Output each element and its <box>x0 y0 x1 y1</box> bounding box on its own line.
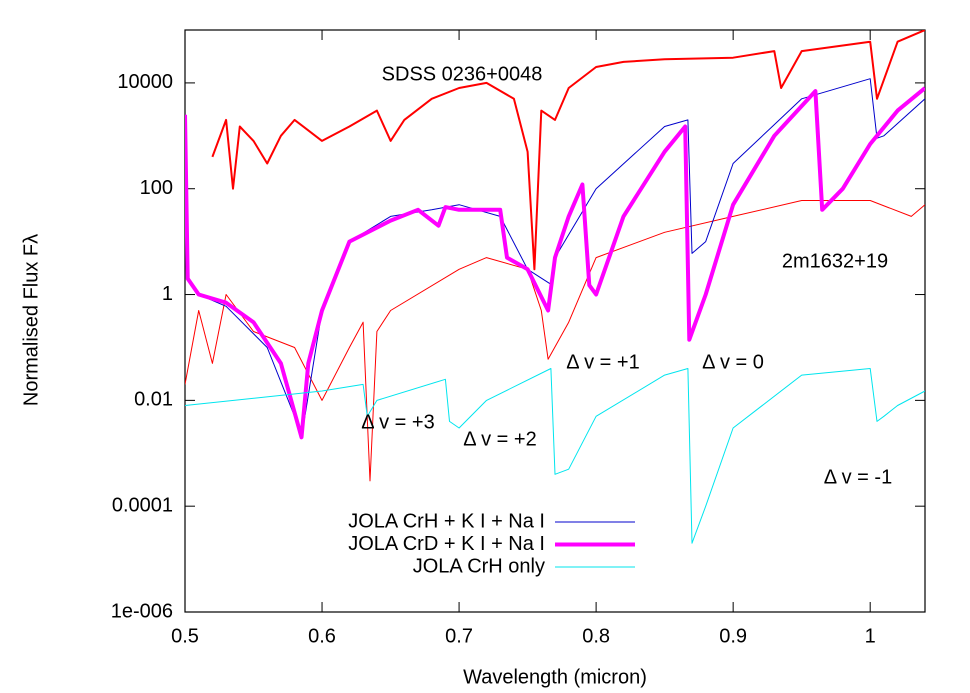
x-tick-label: 0.9 <box>719 625 747 647</box>
series-label: SDSS 0236+0048 <box>382 63 543 85</box>
annotation: Δ v = 0 <box>702 351 764 373</box>
annotation: Δ v = +3 <box>361 411 434 433</box>
series-label: 2m1632+19 <box>782 250 888 272</box>
plot-frame <box>184 29 926 613</box>
data-line <box>185 368 925 544</box>
annotation: Δ v = +1 <box>566 351 639 373</box>
x-tick-label: 1 <box>865 625 876 647</box>
y-tick-label: 0.0001 <box>112 494 173 516</box>
x-tick-label: 0.7 <box>445 625 473 647</box>
y-tick-label: 100 <box>140 177 173 199</box>
x-tick-label: 0.5 <box>171 625 199 647</box>
x-tick-label: 0.6 <box>308 625 336 647</box>
y-tick-label: 0.01 <box>134 389 173 411</box>
annotation: Δ v = -1 <box>824 466 892 488</box>
data-line <box>211 30 925 271</box>
legend-label: JOLA CrD + K I + Na I <box>348 533 545 555</box>
data-line <box>185 86 925 440</box>
legend-label: JOLA CrH + K I + Na I <box>348 510 545 532</box>
y-tick-label: 1e-006 <box>111 600 173 622</box>
x-axis-label: Wavelength (micron) <box>463 666 647 688</box>
y-tick-label: 1 <box>162 283 173 305</box>
x-tick-label: 0.8 <box>582 625 610 647</box>
y-tick-label: 10000 <box>117 71 173 93</box>
annotation: Δ v = +2 <box>463 428 536 450</box>
data-line <box>185 200 925 482</box>
legend-label: JOLA CrH only <box>413 555 545 577</box>
y-axis-label: Normalised Flux Fλ <box>20 234 42 406</box>
